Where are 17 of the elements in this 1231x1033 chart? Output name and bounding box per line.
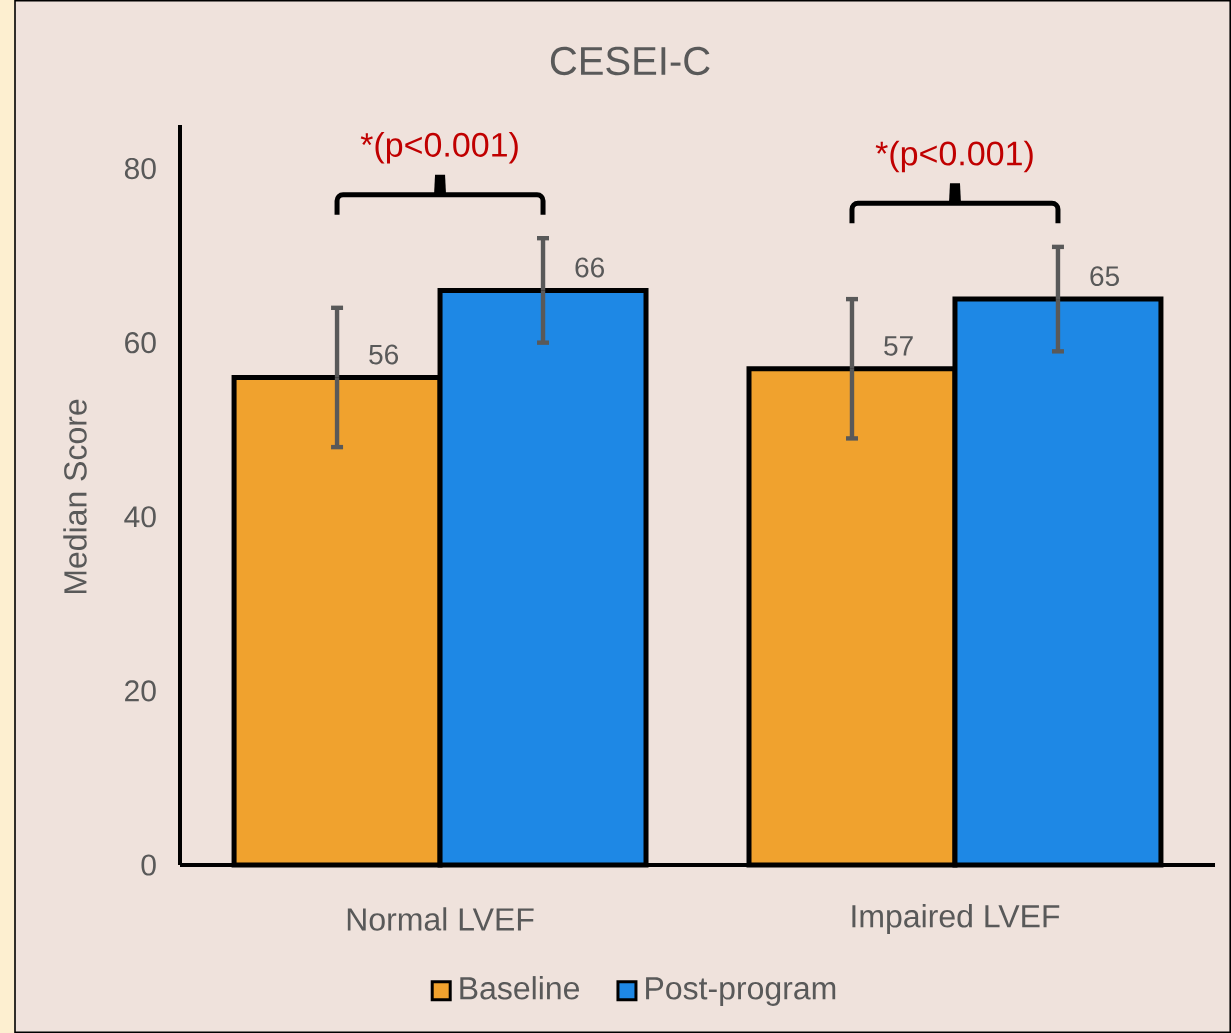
y-tick-label: 40 bbox=[124, 506, 156, 528]
data-label: 65 bbox=[1090, 266, 1119, 287]
y-axis-title: Median Score bbox=[63, 399, 87, 594]
legend-label: Post-program bbox=[646, 977, 836, 1006]
y-tick-label: 20 bbox=[125, 680, 156, 702]
data-label: 57 bbox=[884, 336, 913, 356]
x-tick-label: Impaired LVEF bbox=[852, 904, 1060, 934]
data-label: 66 bbox=[575, 257, 604, 278]
data-label: 56 bbox=[369, 344, 399, 365]
y-tick-label: 60 bbox=[125, 332, 156, 354]
x-tick-label: Normal LVEF bbox=[347, 907, 534, 931]
chart-title: CESEI-C bbox=[550, 46, 710, 76]
y-tick-label: 80 bbox=[124, 157, 156, 180]
y-tick-label: 0 bbox=[141, 854, 156, 876]
legend-label: Baseline bbox=[460, 976, 580, 1000]
annotation: *(p<0.001) bbox=[360, 131, 518, 164]
annotation: *(p<0.001) bbox=[875, 140, 1033, 173]
